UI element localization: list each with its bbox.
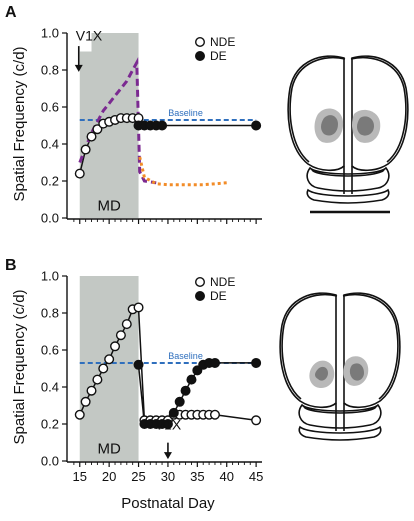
nde-point	[251, 415, 262, 426]
panel-letter-b: B	[5, 257, 17, 274]
md-shaded-region	[79, 276, 139, 461]
nde-point	[92, 374, 103, 385]
y-tick-label: 0.2	[41, 417, 59, 432]
y-tick-label: 1.0	[41, 26, 59, 41]
chart-b: MD 0.0 0.2 0.4 0.6 0.8 1.0 15 20 25 30 35 40 45 Baseli…	[41, 269, 263, 485]
de-point	[180, 385, 191, 396]
de-point	[168, 407, 179, 418]
y-axis-label-b: Spatial Frequency (c/d)	[11, 289, 28, 444]
v1x-label: V1X	[76, 27, 103, 43]
de-point	[209, 357, 220, 368]
y-tick-label: 0.6	[41, 100, 59, 115]
nde-point	[74, 168, 85, 179]
nde-point	[80, 144, 91, 155]
orange-dotted-line	[138, 156, 227, 187]
legend-marker-de	[194, 291, 205, 302]
x-tick-label: 45	[249, 469, 263, 484]
v1x-arrow-head	[74, 64, 83, 72]
v1x-label: V1X	[155, 416, 182, 432]
y-tick-label: 0.6	[41, 343, 59, 358]
activity-patch	[314, 108, 381, 143]
baseline-label: Baseline	[168, 351, 203, 361]
de-point	[162, 419, 173, 430]
x-axis-label: Postnatal Day	[121, 495, 215, 512]
nde-point	[80, 396, 91, 407]
purple-dashed-line	[78, 57, 157, 185]
y-tick-label: 0.8	[41, 306, 59, 321]
md-label: MD	[97, 441, 120, 458]
panel-letter-a: A	[5, 4, 17, 21]
y-tick-label: 0.0	[41, 211, 59, 226]
nde-point	[86, 385, 97, 396]
nde-point	[133, 302, 144, 313]
panel-b: B Spatial Frequency (c/d) Postnatal Day	[5, 257, 215, 512]
legend-label-de: DE	[210, 49, 227, 63]
md-region-notch	[79, 33, 92, 52]
y-tick-label: 0.8	[41, 63, 59, 78]
nde-point	[209, 409, 220, 420]
nde-point	[86, 131, 97, 142]
x-tick-label: 35	[190, 469, 204, 484]
chart-layer: MD0.00.20.40.60.81.0BaselineNDEDEV1XMD0.…	[41, 26, 263, 485]
y-tick-label: 0.4	[41, 137, 59, 152]
legend-marker-nde	[194, 37, 205, 48]
de-point	[174, 396, 185, 407]
x-tick-label: 30	[161, 469, 175, 484]
panel-a: A Spatial Frequency (c/d)	[5, 4, 28, 202]
x-tick-label: 15	[73, 469, 87, 484]
nde-point	[121, 319, 132, 330]
nde-point	[104, 354, 115, 365]
y-tick-label: 0.0	[41, 454, 59, 469]
nde-point	[98, 363, 109, 374]
legend-label-de: DE	[210, 289, 227, 303]
mouse-brain-dorsal-view	[279, 292, 401, 441]
legend-label-nde: NDE	[210, 35, 235, 49]
y-axis-label-a: Spatial Frequency (c/d)	[11, 46, 28, 201]
baseline-label: Baseline	[168, 108, 203, 118]
activity-patch	[309, 356, 369, 389]
y-tick-label: 1.0	[41, 269, 59, 284]
y-tick-label: 0.2	[41, 174, 59, 189]
nde-point	[115, 330, 126, 341]
mouse-brain-dorsal-view	[287, 55, 409, 204]
legend-label-nde: NDE	[210, 275, 235, 289]
de-point	[133, 359, 144, 370]
nde-point	[92, 124, 103, 135]
nde-point	[110, 341, 121, 352]
legend-marker-nde	[194, 277, 205, 288]
md-label: MD	[97, 198, 120, 215]
de-point	[251, 120, 262, 131]
x-tick-label: 40	[219, 469, 233, 484]
brain-figure-a	[287, 55, 409, 214]
x-tick-label: 25	[131, 469, 145, 484]
brain-figure-b	[279, 292, 401, 441]
de-point	[251, 357, 262, 368]
nde-point	[74, 409, 85, 420]
de-point	[192, 365, 203, 376]
de-point	[157, 120, 168, 131]
v1x-arrow-head	[163, 452, 172, 460]
x-tick-label: 20	[102, 469, 116, 484]
de-point	[186, 374, 197, 385]
legend-marker-de	[194, 51, 205, 62]
y-tick-label: 0.4	[41, 380, 59, 395]
